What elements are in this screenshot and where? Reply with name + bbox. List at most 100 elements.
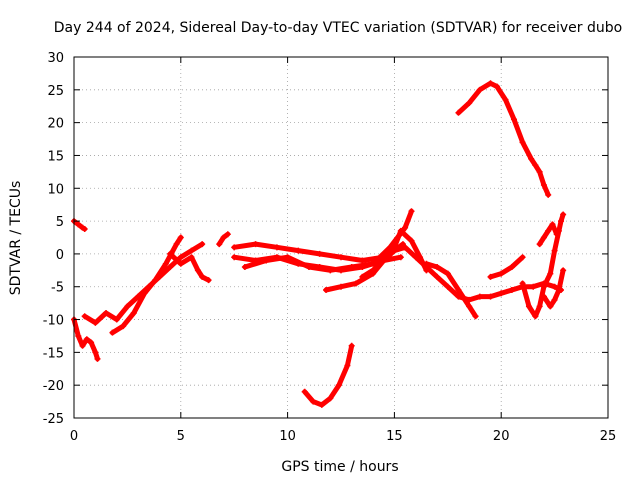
tick-layer: 0 5 10 15 20 25 -25 -20 -15 -10 -5 0 5 10 15 20 25 30 bbox=[43, 51, 617, 444]
data-point bbox=[493, 83, 500, 90]
data-series-15 bbox=[487, 254, 526, 280]
data-point bbox=[555, 287, 562, 294]
data-point bbox=[167, 264, 174, 271]
data-point bbox=[412, 254, 419, 261]
data-point bbox=[391, 247, 398, 254]
data-point bbox=[109, 329, 116, 336]
series-line bbox=[109, 235, 184, 336]
data-point bbox=[530, 283, 537, 290]
data-point bbox=[224, 231, 231, 238]
data-point bbox=[502, 96, 509, 103]
data-point bbox=[444, 283, 451, 290]
data-point bbox=[487, 293, 494, 300]
data-point bbox=[205, 277, 212, 284]
data-point bbox=[551, 296, 558, 303]
x-tick-label: 5 bbox=[177, 429, 185, 444]
y-tick-label: 20 bbox=[47, 117, 64, 132]
y-tick-label: 15 bbox=[47, 149, 64, 164]
data-point bbox=[560, 267, 567, 274]
data-point bbox=[327, 267, 334, 274]
data-point bbox=[532, 162, 539, 169]
data-point bbox=[408, 208, 415, 215]
data-point bbox=[370, 260, 377, 267]
data-point bbox=[318, 401, 325, 408]
data-point bbox=[194, 267, 201, 274]
x-axis-label: GPS time / hours bbox=[281, 459, 398, 475]
data-point bbox=[498, 270, 505, 277]
data-point bbox=[466, 303, 473, 310]
y-tick-label: -25 bbox=[43, 412, 64, 427]
series-line bbox=[302, 343, 355, 408]
data-point bbox=[545, 191, 552, 198]
data-point bbox=[94, 355, 101, 362]
data-point bbox=[81, 313, 88, 320]
data-point bbox=[370, 267, 377, 274]
data-point bbox=[545, 227, 552, 234]
data-point bbox=[263, 257, 270, 264]
grid-layer bbox=[74, 57, 608, 418]
data-point bbox=[188, 254, 195, 261]
chart-title: Day 244 of 2024, Sidereal Day-to-day VTE… bbox=[54, 20, 622, 36]
x-tick-label: 20 bbox=[493, 429, 510, 444]
data-point bbox=[216, 241, 223, 248]
data-point bbox=[511, 116, 518, 123]
data-point bbox=[220, 234, 227, 241]
data-point bbox=[528, 155, 535, 162]
data-point bbox=[162, 260, 169, 267]
data-point bbox=[130, 309, 137, 316]
series-line bbox=[520, 212, 566, 319]
data-point bbox=[476, 86, 483, 93]
data-point bbox=[348, 342, 355, 349]
data-point bbox=[397, 227, 404, 234]
data-point bbox=[273, 244, 280, 251]
data-point bbox=[323, 287, 330, 294]
data-series-14 bbox=[455, 80, 552, 198]
data-point bbox=[455, 287, 462, 294]
data-point bbox=[540, 283, 547, 290]
data-point bbox=[487, 273, 494, 280]
data-point bbox=[553, 231, 560, 238]
data-point bbox=[519, 139, 526, 146]
data-point bbox=[434, 273, 441, 280]
data-point bbox=[231, 244, 238, 251]
data-point bbox=[344, 362, 351, 369]
data-series-3 bbox=[81, 241, 206, 326]
y-axis-label: SDTVAR / TECUs bbox=[8, 181, 24, 296]
data-series-18 bbox=[540, 267, 567, 310]
data-point bbox=[359, 257, 366, 264]
data-point bbox=[83, 336, 90, 343]
data-point bbox=[455, 109, 462, 116]
data-point bbox=[316, 250, 323, 257]
data-point bbox=[120, 323, 127, 330]
data-point bbox=[487, 80, 494, 87]
data-series-9 bbox=[241, 208, 415, 274]
data-point bbox=[551, 283, 558, 290]
data-point bbox=[397, 254, 404, 261]
data-series-17 bbox=[536, 221, 560, 248]
data-point bbox=[310, 398, 317, 405]
y-tick-label: 5 bbox=[56, 215, 64, 230]
y-tick-label: -10 bbox=[43, 314, 64, 329]
data-point bbox=[547, 303, 554, 310]
data-point bbox=[359, 273, 366, 280]
data-point bbox=[549, 221, 556, 228]
data-point bbox=[177, 234, 184, 241]
data-point bbox=[141, 290, 148, 297]
data-point bbox=[540, 293, 547, 300]
data-point bbox=[173, 241, 180, 248]
data-series-16 bbox=[519, 211, 567, 320]
data-point bbox=[252, 241, 259, 248]
data-point bbox=[536, 241, 543, 248]
data-point bbox=[177, 260, 184, 267]
data-point bbox=[444, 270, 451, 277]
data-point bbox=[327, 395, 334, 402]
x-tick-label: 25 bbox=[600, 429, 617, 444]
data-point bbox=[88, 339, 95, 346]
data-point bbox=[113, 316, 120, 323]
data-point bbox=[536, 303, 543, 310]
data-point bbox=[352, 280, 359, 287]
data-point bbox=[301, 388, 308, 395]
data-point bbox=[335, 382, 342, 389]
data-point bbox=[519, 280, 526, 287]
